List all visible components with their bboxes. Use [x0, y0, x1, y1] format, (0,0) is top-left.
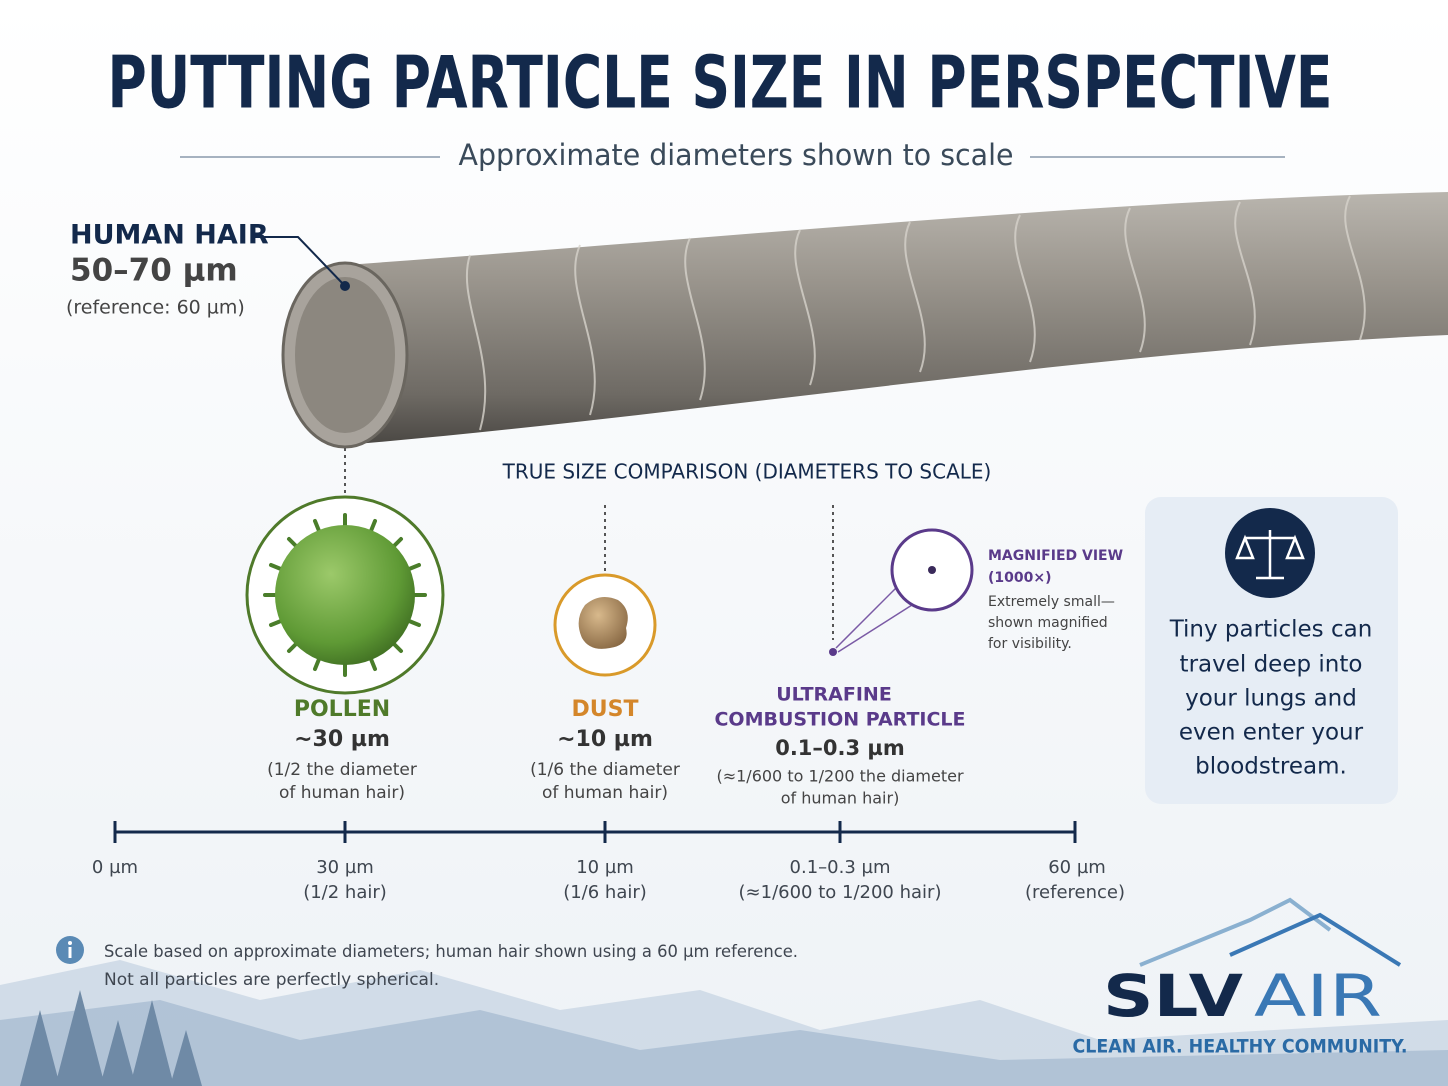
mountains [0, 1000, 1448, 1086]
subtitle: Approximate diameters shown to scale [459, 138, 1014, 172]
scale-label: 0 µm [92, 857, 138, 878]
particle-size: 0.1–0.3 µm [775, 736, 905, 760]
scale-label: (reference) [1025, 882, 1125, 903]
scale-label: 60 µm [1048, 857, 1106, 878]
scale-label: (1/2 hair) [303, 882, 387, 903]
callout-text: travel deep into [1180, 652, 1363, 678]
particle-name: COMBUSTION PARTICLE [714, 709, 965, 731]
particle-note: (1/6 the diameter [530, 760, 680, 780]
magnify-line [837, 604, 913, 653]
scale-label: 0.1–0.3 µm [790, 857, 891, 878]
callout-text: your lungs and [1185, 686, 1357, 712]
particle-size: ~10 µm [557, 727, 653, 752]
magnified-title: MAGNIFIED VIEW [988, 548, 1123, 564]
scale-label: (1/6 hair) [563, 882, 647, 903]
brand-tagline: CLEAN AIR. HEALTHY COMMUNITY. [1073, 1036, 1408, 1058]
hair-label: HUMAN HAIR [70, 220, 269, 251]
brand-mountains [1139, 897, 1402, 967]
callout-box [1145, 497, 1398, 804]
trees [20, 990, 202, 1086]
particle-note: of human hair) [781, 789, 900, 808]
footnote: Scale based on approximate diameters; hu… [104, 942, 798, 962]
callout-text: even enter your [1179, 720, 1364, 746]
ultrafine-dot [829, 648, 837, 656]
brand-name: AIR [1254, 962, 1382, 1030]
particle-name: ULTRAFINE [776, 684, 892, 706]
leader-line [255, 236, 346, 287]
particle-note: (1/2 the diameter [267, 760, 417, 780]
particle-note: of human hair) [542, 783, 668, 803]
info-icon [56, 936, 84, 964]
pollen-illustration [263, 513, 427, 677]
brand-name: SLV [1103, 962, 1243, 1030]
hair-illustration [281, 192, 1448, 449]
scale-icon [1225, 508, 1315, 598]
magnified-dot [928, 566, 936, 574]
footnote: Not all particles are perfectly spherica… [104, 970, 439, 990]
scale-label: 10 µm [576, 857, 634, 878]
scale-label: (≈1/600 to 1/200 hair) [739, 882, 942, 903]
magnify-line [835, 587, 897, 649]
particle-name: DUST [572, 697, 639, 722]
comparison-title: TRUE SIZE COMPARISON (DIAMETERS TO SCALE… [502, 460, 992, 484]
magnified-note: for visibility. [988, 636, 1072, 652]
particle-note: (≈1/600 to 1/200 the diameter [716, 767, 963, 786]
callout-text: bloodstream. [1195, 754, 1347, 780]
dust-illustration [578, 596, 628, 649]
particle-note: of human hair) [279, 783, 405, 803]
magnified-note: shown magnified [988, 615, 1108, 631]
callout-text: Tiny particles can [1169, 617, 1373, 643]
scale-axis [113, 821, 1077, 843]
leader-dot [340, 281, 350, 291]
particle-size: ~30 µm [294, 727, 390, 752]
magnified-note: Extremely small— [988, 594, 1115, 610]
title: PUTTING PARTICLE SIZE IN PERSPECTIVE [108, 41, 1333, 125]
particle-name: POLLEN [294, 697, 390, 722]
hair-note: (reference: 60 µm) [66, 297, 245, 319]
magnified-title: (1000×) [988, 570, 1052, 586]
scale-label: 30 µm [316, 857, 374, 878]
hair-size: 50–70 µm [70, 253, 238, 289]
